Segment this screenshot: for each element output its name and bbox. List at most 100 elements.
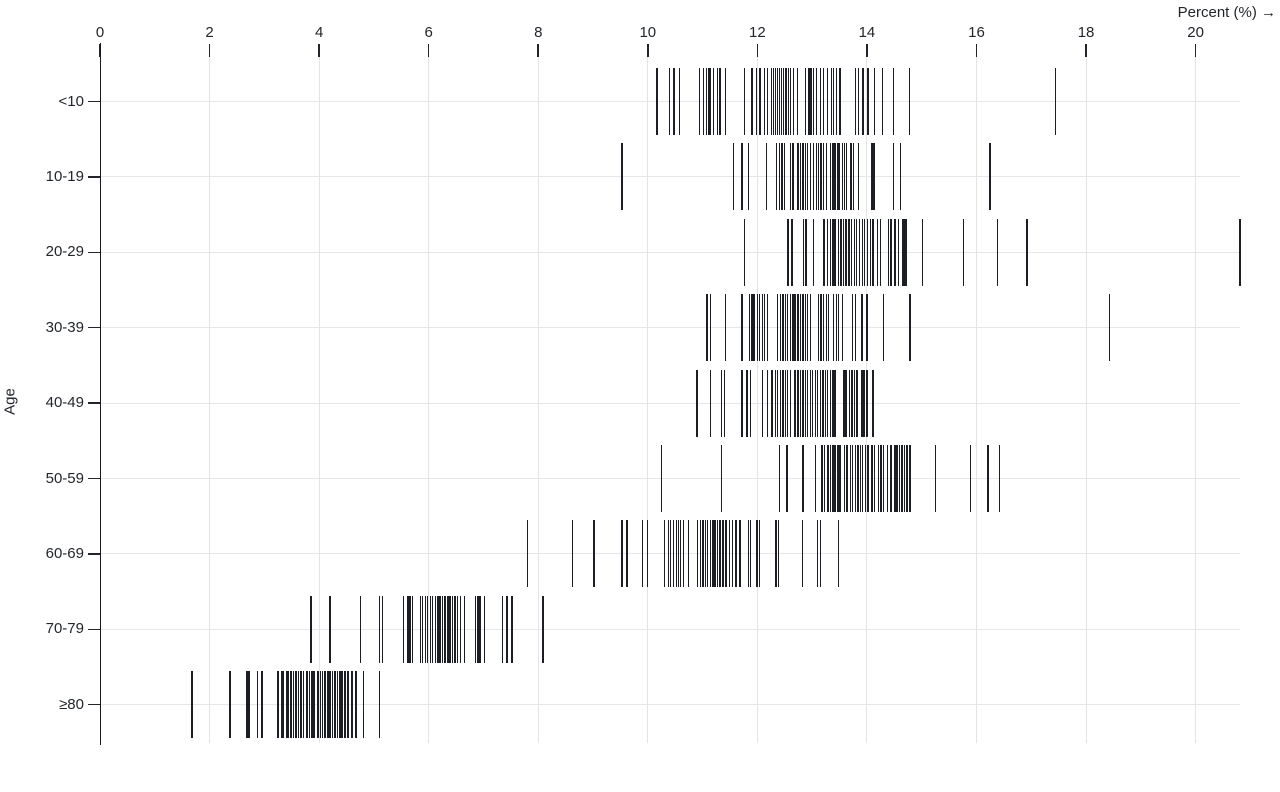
tick-mark	[355, 671, 357, 739]
tick-mark	[698, 68, 700, 135]
tick-mark	[626, 520, 628, 588]
x-gridline	[975, 57, 977, 743]
tick-mark	[873, 143, 875, 211]
tick-mark	[789, 143, 791, 211]
tick-mark	[667, 520, 670, 588]
tick-mark	[866, 294, 868, 362]
tick-mark	[832, 445, 834, 512]
tick-mark	[872, 369, 874, 437]
tick-mark	[827, 294, 830, 362]
y-gridline	[100, 478, 1240, 479]
x-gridline	[428, 57, 430, 743]
x-axis-tick	[208, 44, 211, 57]
tick-mark	[702, 520, 704, 588]
tick-mark	[735, 520, 737, 588]
tick-mark	[807, 143, 809, 211]
tick-mark	[818, 294, 820, 362]
tick-mark	[827, 445, 829, 512]
tick-mark	[728, 520, 731, 588]
tick-mark	[853, 369, 855, 437]
tick-mark	[814, 445, 817, 512]
tick-mark	[807, 294, 809, 362]
tick-mark	[621, 520, 623, 588]
tick-mark	[331, 671, 333, 739]
tick-mark	[378, 671, 381, 739]
tick-mark	[826, 369, 829, 437]
tick-mark	[797, 294, 799, 362]
tick-mark	[835, 294, 837, 362]
tick-mark	[696, 520, 699, 588]
x-tick-label: 18	[1077, 24, 1095, 41]
tick-mark	[778, 445, 780, 512]
tick-mark	[834, 218, 836, 286]
tick-mark	[781, 143, 783, 211]
x-axis-title: Percent (%) →	[1177, 4, 1276, 21]
tick-mark	[759, 68, 761, 135]
tick-mark	[782, 369, 784, 437]
tick-mark	[706, 520, 709, 588]
x-axis-tick	[537, 44, 539, 57]
tick-mark	[772, 68, 774, 135]
x-axis-tick	[756, 44, 759, 57]
tick-mark	[867, 445, 869, 512]
tick-mark	[829, 143, 831, 211]
tick-mark	[802, 369, 804, 437]
tick-mark	[819, 68, 822, 135]
tick-mark	[287, 671, 289, 739]
tick-mark	[881, 68, 883, 135]
tick-mark	[792, 143, 794, 211]
tick-mark	[873, 68, 876, 135]
tick-mark	[696, 369, 698, 437]
tick-mark	[741, 369, 743, 437]
tick-mark	[295, 671, 297, 739]
tick-mark	[708, 68, 710, 135]
tick-mark	[822, 369, 824, 437]
tick-mark	[794, 369, 796, 437]
tick-mark	[743, 68, 745, 135]
tick-mark	[792, 294, 794, 362]
tick-mark	[830, 68, 832, 135]
tick-mark	[784, 294, 786, 362]
tick-mark	[451, 595, 453, 663]
tick-mark	[656, 68, 658, 135]
tick-mark	[843, 445, 846, 512]
tick-mark	[778, 143, 780, 211]
tick-mark	[748, 294, 751, 362]
tick-mark	[474, 595, 476, 663]
tick-mark	[1054, 68, 1057, 135]
tick-mark	[832, 68, 835, 135]
tick-mark	[987, 445, 989, 512]
y-axis-tick	[88, 100, 100, 103]
tick-mark	[709, 520, 711, 588]
tick-mark	[191, 671, 193, 739]
tick-mark	[419, 595, 422, 663]
tick-mark	[621, 143, 623, 211]
tick-mark	[858, 143, 860, 211]
x-axis-tick	[427, 44, 430, 57]
tick-mark	[672, 520, 675, 588]
y-category-label: <10	[58, 92, 84, 110]
tick-mark	[832, 218, 834, 286]
tick-mark	[879, 218, 882, 286]
tick-mark	[542, 595, 544, 663]
tick-mark	[786, 369, 789, 437]
x-gridline	[647, 57, 649, 743]
tick-mark	[852, 143, 854, 211]
tick-mark	[770, 68, 773, 135]
tick-mark	[712, 68, 715, 135]
tick-mark	[851, 369, 853, 437]
tick-mark	[778, 520, 780, 588]
tick-mark	[248, 671, 250, 739]
tick-mark	[818, 143, 820, 211]
tick-mark	[871, 143, 873, 211]
tick-mark	[799, 143, 802, 211]
tick-mark	[774, 68, 777, 135]
tick-mark	[908, 68, 911, 135]
tick-mark	[989, 143, 991, 211]
tick-mark	[854, 445, 857, 512]
tick-mark	[859, 445, 862, 512]
tick-mark	[996, 218, 998, 286]
y-axis-tick	[88, 402, 100, 404]
tick-mark	[714, 520, 716, 588]
